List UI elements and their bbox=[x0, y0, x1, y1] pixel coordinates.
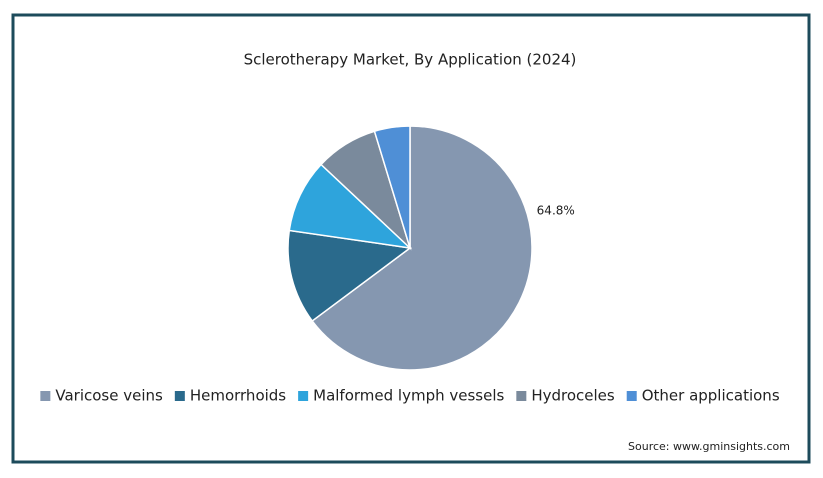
legend-label: Hydroceles bbox=[531, 387, 615, 405]
legend: Varicose veins Hemorrhoids Malformed lymph… bbox=[40, 387, 780, 405]
source: Source: www.gminsights.com bbox=[628, 440, 790, 453]
chart-title: Sclerotherapy Market, By Application (20… bbox=[244, 51, 577, 69]
legend-label: Other applications bbox=[642, 387, 780, 405]
pie-slice bbox=[311, 125, 533, 371]
legend-swatch bbox=[516, 391, 527, 401]
legend-label: Hemorrhoids bbox=[190, 387, 286, 405]
legend-swatch bbox=[40, 391, 51, 401]
legend-swatch bbox=[626, 391, 637, 401]
pie-slice bbox=[287, 229, 412, 322]
pie-slice bbox=[288, 163, 413, 250]
data-label: 64.8% bbox=[537, 203, 575, 217]
pie-slice bbox=[373, 125, 411, 249]
legend-label: Varicose veins bbox=[55, 387, 163, 405]
legend-swatch bbox=[298, 391, 309, 401]
legend-swatch bbox=[174, 391, 185, 401]
legend-label: Malformed lymph vessels bbox=[313, 387, 504, 405]
